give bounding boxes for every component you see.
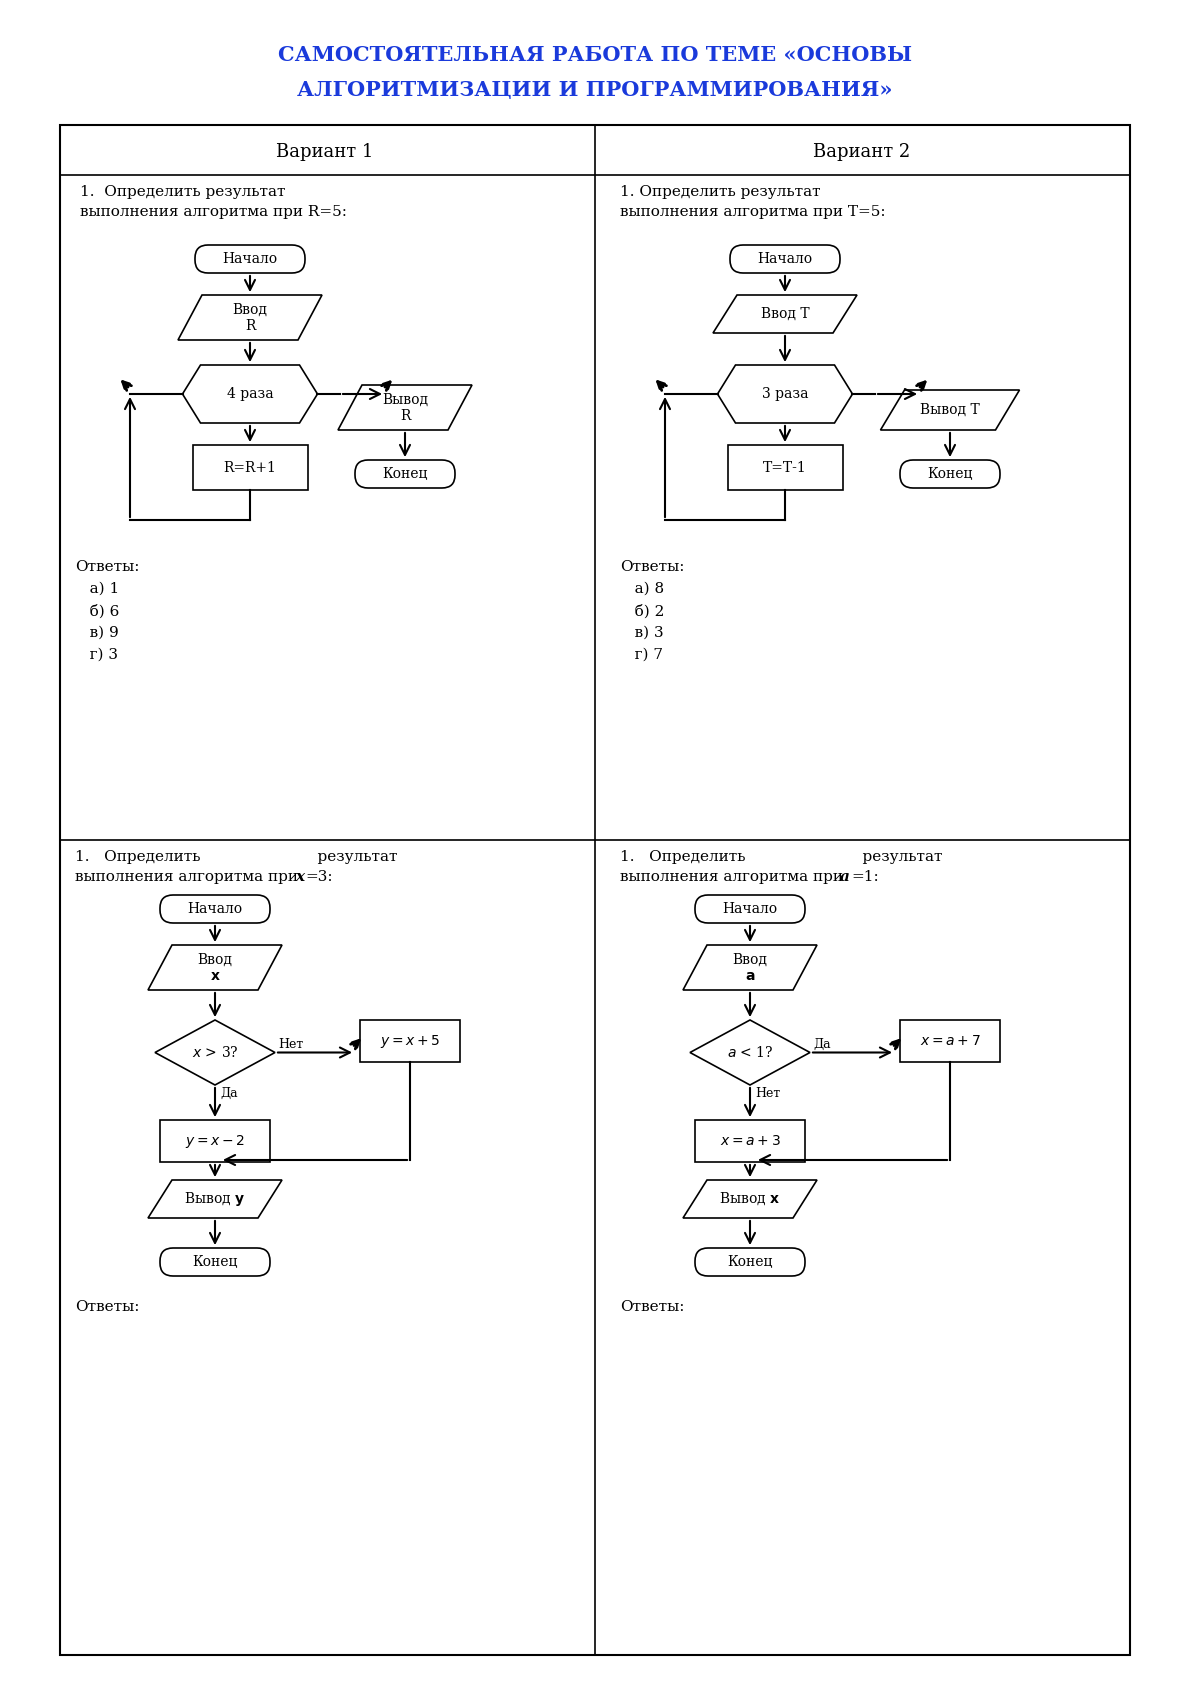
Polygon shape xyxy=(683,945,818,990)
Text: Начало: Начало xyxy=(188,903,243,916)
Text: a: a xyxy=(840,871,850,884)
Text: R=R+1: R=R+1 xyxy=(224,460,276,475)
FancyBboxPatch shape xyxy=(729,244,840,273)
Polygon shape xyxy=(881,391,1020,429)
Text: АЛГОРИТМИЗАЦИИ И ПРОГРАММИРОВАНИЯ»: АЛГОРИТМИЗАЦИИ И ПРОГРАММИРОВАНИЯ» xyxy=(298,81,892,99)
Text: 1.   Определить                        результат: 1. Определить результат xyxy=(75,850,397,864)
Text: Конец: Конец xyxy=(727,1255,772,1270)
Text: Ответы:: Ответы: xyxy=(620,561,684,574)
Text: Нет: Нет xyxy=(278,1037,303,1051)
Text: 1.  Определить результат: 1. Определить результат xyxy=(80,185,286,199)
Text: 1.   Определить                        результат: 1. Определить результат xyxy=(620,850,942,864)
Text: Ответы:: Ответы: xyxy=(75,1300,139,1314)
Text: Ввод
R: Ввод R xyxy=(232,303,268,333)
Text: Нет: Нет xyxy=(754,1086,781,1100)
Polygon shape xyxy=(178,295,322,340)
Text: Вывод
R: Вывод R xyxy=(382,392,428,423)
Polygon shape xyxy=(683,1180,818,1218)
Text: Вариант 2: Вариант 2 xyxy=(814,143,910,162)
Text: г) 7: г) 7 xyxy=(620,648,663,662)
Text: а) 8: а) 8 xyxy=(620,583,664,596)
Bar xyxy=(900,1021,1000,1063)
Polygon shape xyxy=(718,365,852,423)
FancyBboxPatch shape xyxy=(355,460,455,488)
Text: $a$ < 1?: $a$ < 1? xyxy=(727,1046,774,1059)
Text: б) 2: б) 2 xyxy=(620,605,664,618)
Text: Ответы:: Ответы: xyxy=(75,561,139,574)
Text: $x = a + 7$: $x = a + 7$ xyxy=(920,1034,981,1047)
Text: 1. Определить результат: 1. Определить результат xyxy=(620,185,821,199)
Text: в) 9: в) 9 xyxy=(75,626,119,640)
Bar xyxy=(159,1120,270,1162)
Text: Вывод Т: Вывод Т xyxy=(920,402,979,418)
Text: Т=Т-1: Т=Т-1 xyxy=(763,460,807,475)
Text: Начало: Начало xyxy=(223,253,277,266)
Polygon shape xyxy=(713,295,857,333)
Text: а) 1: а) 1 xyxy=(75,583,119,596)
Polygon shape xyxy=(148,945,282,990)
Text: x: x xyxy=(295,871,305,884)
FancyBboxPatch shape xyxy=(195,244,305,273)
Text: выполнения алгоритма при: выполнения алгоритма при xyxy=(75,871,303,884)
FancyBboxPatch shape xyxy=(159,894,270,923)
Text: б) 6: б) 6 xyxy=(75,605,119,618)
Text: $x$ > 3?: $x$ > 3? xyxy=(192,1046,238,1059)
Text: Начало: Начало xyxy=(722,903,777,916)
FancyBboxPatch shape xyxy=(695,894,804,923)
Bar xyxy=(193,445,307,490)
FancyBboxPatch shape xyxy=(159,1248,270,1276)
Text: $y = x + 5$: $y = x + 5$ xyxy=(380,1032,440,1049)
Text: г) 3: г) 3 xyxy=(75,648,118,662)
Polygon shape xyxy=(182,365,318,423)
Text: Вывод $\mathbf{y}$: Вывод $\mathbf{y}$ xyxy=(184,1191,245,1207)
Text: САМОСТОЯТЕЛЬНАЯ РАБОТА ПО ТЕМЕ «ОСНОВЫ: САМОСТОЯТЕЛЬНАЯ РАБОТА ПО ТЕМЕ «ОСНОВЫ xyxy=(278,45,912,66)
Text: в) 3: в) 3 xyxy=(620,626,664,640)
Text: Да: Да xyxy=(813,1037,831,1051)
Text: Ввод Т: Ввод Т xyxy=(760,306,809,322)
Text: $y = x - 2$: $y = x - 2$ xyxy=(184,1133,245,1150)
Bar xyxy=(695,1120,804,1162)
FancyBboxPatch shape xyxy=(900,460,1000,488)
Text: =3:: =3: xyxy=(305,871,333,884)
Text: Начало: Начало xyxy=(758,253,813,266)
Text: Вывод $\mathbf{x}$: Вывод $\mathbf{x}$ xyxy=(720,1191,781,1207)
Polygon shape xyxy=(155,1021,275,1084)
FancyBboxPatch shape xyxy=(695,1248,804,1276)
Text: выполнения алгоритма при: выполнения алгоритма при xyxy=(620,871,847,884)
Text: Ввод
$\mathbf{a}$: Ввод $\mathbf{a}$ xyxy=(733,953,768,982)
Text: Конец: Конец xyxy=(927,466,972,482)
Polygon shape xyxy=(338,386,472,429)
Text: Да: Да xyxy=(220,1086,238,1100)
Text: Вариант 1: Вариант 1 xyxy=(276,143,374,162)
Text: выполнения алгоритма при Т=5:: выполнения алгоритма при Т=5: xyxy=(620,205,885,219)
Text: Ввод
$\mathbf{x}$: Ввод $\mathbf{x}$ xyxy=(198,953,232,982)
Text: 3 раза: 3 раза xyxy=(762,387,808,401)
Bar xyxy=(361,1021,461,1063)
Text: выполнения алгоритма при R=5:: выполнения алгоритма при R=5: xyxy=(80,205,347,219)
Bar xyxy=(727,445,843,490)
Text: Конец: Конец xyxy=(382,466,427,482)
Bar xyxy=(60,125,1130,1655)
Text: Ответы:: Ответы: xyxy=(620,1300,684,1314)
Text: $x = a + 3$: $x = a + 3$ xyxy=(720,1133,781,1148)
Polygon shape xyxy=(148,1180,282,1218)
Text: Конец: Конец xyxy=(193,1255,238,1270)
Polygon shape xyxy=(690,1021,810,1084)
Text: 4 раза: 4 раза xyxy=(226,387,274,401)
Text: =1:: =1: xyxy=(851,871,878,884)
